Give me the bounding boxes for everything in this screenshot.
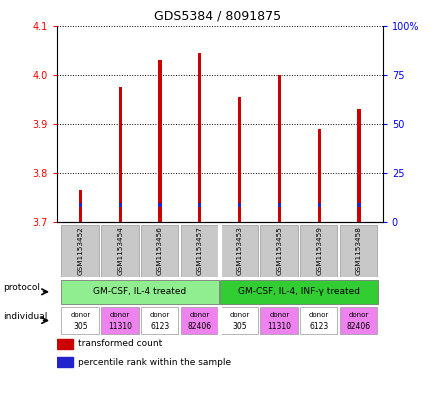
FancyBboxPatch shape	[101, 224, 138, 277]
Text: transformed count: transformed count	[78, 339, 161, 348]
FancyBboxPatch shape	[339, 224, 376, 277]
FancyBboxPatch shape	[339, 307, 376, 334]
Text: 305: 305	[73, 323, 88, 331]
FancyBboxPatch shape	[180, 224, 217, 277]
Text: donor: donor	[189, 312, 210, 318]
Text: GSM1153459: GSM1153459	[316, 226, 322, 275]
Text: GSM1153456: GSM1153456	[157, 226, 163, 275]
Text: donor: donor	[110, 312, 130, 318]
Text: donor: donor	[269, 312, 289, 318]
FancyBboxPatch shape	[220, 224, 257, 277]
Bar	[118, 87, 122, 222]
FancyBboxPatch shape	[220, 307, 257, 334]
Text: donor: donor	[308, 312, 329, 318]
Text: donor: donor	[229, 312, 249, 318]
FancyBboxPatch shape	[299, 307, 337, 334]
Text: individual: individual	[3, 312, 47, 321]
FancyBboxPatch shape	[260, 307, 297, 334]
FancyBboxPatch shape	[141, 224, 178, 277]
Text: GSM1153454: GSM1153454	[117, 226, 123, 275]
FancyBboxPatch shape	[61, 307, 99, 334]
FancyBboxPatch shape	[101, 307, 138, 334]
Bar	[79, 190, 82, 222]
FancyBboxPatch shape	[299, 224, 337, 277]
FancyBboxPatch shape	[61, 280, 218, 303]
Bar	[198, 203, 201, 207]
Bar	[158, 60, 161, 222]
Text: GM-CSF, IL-4, INF-γ treated: GM-CSF, IL-4, INF-γ treated	[238, 287, 359, 296]
Text: 6123: 6123	[309, 323, 328, 331]
Bar	[118, 203, 122, 207]
Bar	[56, 339, 73, 349]
Bar	[237, 97, 240, 222]
FancyBboxPatch shape	[260, 224, 297, 277]
FancyBboxPatch shape	[180, 307, 217, 334]
Bar	[356, 109, 360, 222]
Text: GDS5384 / 8091875: GDS5384 / 8091875	[154, 10, 280, 23]
Text: donor: donor	[70, 312, 90, 318]
Text: percentile rank within the sample: percentile rank within the sample	[78, 358, 230, 367]
Bar	[198, 53, 201, 222]
Text: GSM1153453: GSM1153453	[236, 226, 242, 275]
Text: GSM1153458: GSM1153458	[355, 226, 361, 275]
Bar	[237, 203, 240, 207]
Bar	[356, 203, 360, 207]
Text: GM-CSF, IL-4 treated: GM-CSF, IL-4 treated	[93, 287, 186, 296]
Text: GSM1153455: GSM1153455	[276, 226, 282, 275]
Text: 82406: 82406	[187, 323, 211, 331]
Bar	[79, 203, 82, 207]
Bar	[317, 129, 320, 222]
FancyBboxPatch shape	[220, 280, 377, 303]
Text: 11310: 11310	[267, 323, 291, 331]
Text: 11310: 11310	[108, 323, 132, 331]
Bar	[158, 203, 161, 207]
Bar	[277, 203, 280, 207]
Text: donor: donor	[150, 312, 170, 318]
FancyBboxPatch shape	[141, 307, 178, 334]
FancyBboxPatch shape	[61, 224, 99, 277]
Text: GSM1153452: GSM1153452	[77, 226, 83, 275]
Text: 305: 305	[232, 323, 247, 331]
Text: GSM1153457: GSM1153457	[196, 226, 202, 275]
Text: 82406: 82406	[346, 323, 370, 331]
Bar	[56, 357, 73, 367]
Text: protocol: protocol	[3, 283, 40, 292]
Text: donor: donor	[348, 312, 368, 318]
Bar	[277, 75, 280, 222]
Bar	[317, 203, 320, 207]
Text: 6123: 6123	[150, 323, 169, 331]
